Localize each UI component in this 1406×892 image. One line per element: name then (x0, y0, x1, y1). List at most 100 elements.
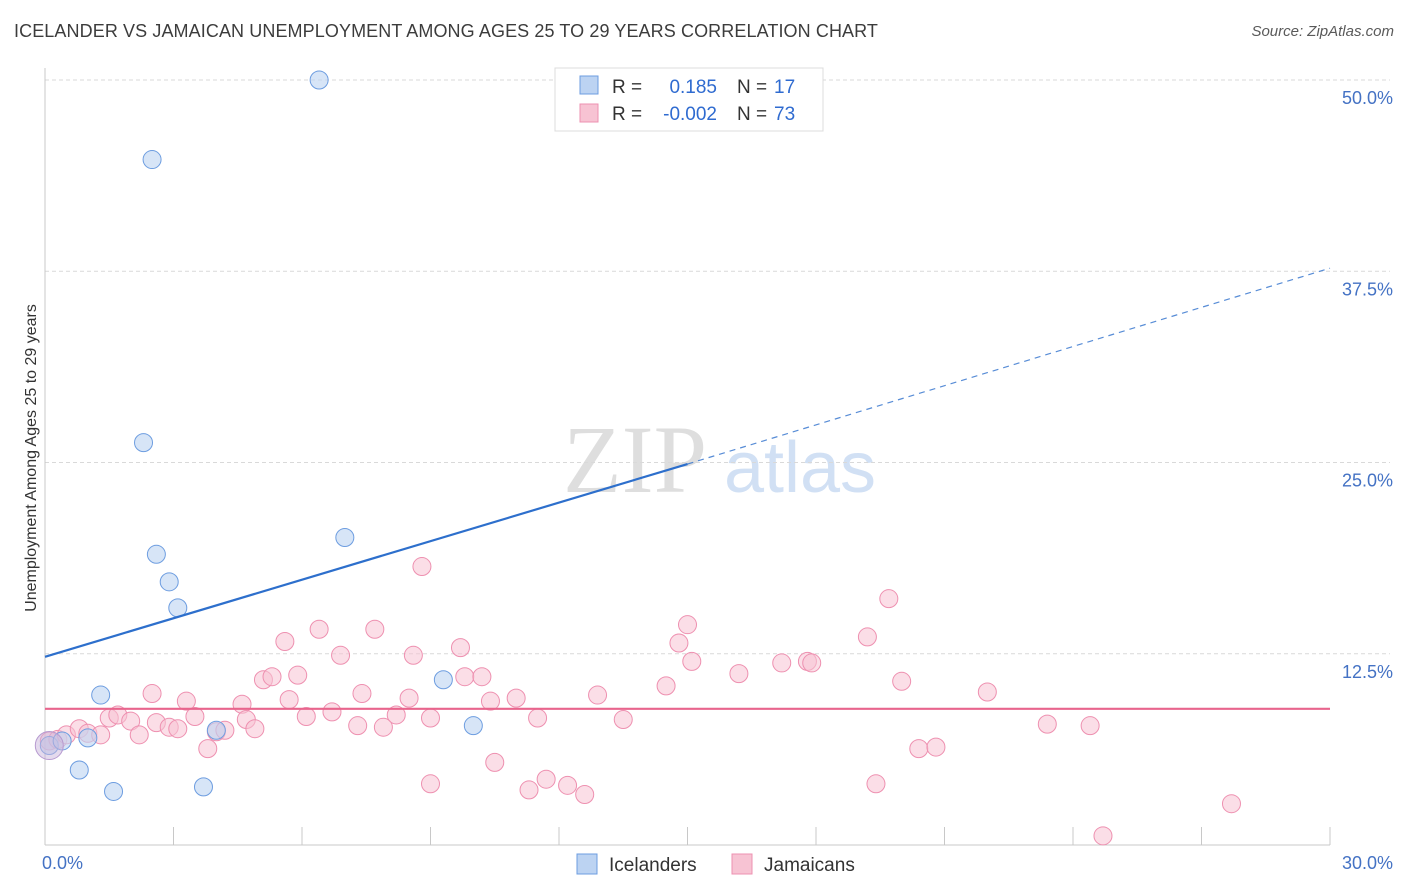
legend-r-label-icelanders: R = (612, 77, 642, 98)
bottom-legend-label-jamaicans: Jamaicans (764, 855, 855, 876)
jamaicans-point-47 (519, 780, 539, 800)
trend-lines (44, 267, 1331, 710)
jamaicans-point-53 (613, 710, 633, 730)
jamaicans-point-35 (386, 705, 406, 725)
legend-swatch-jamaicans (579, 103, 599, 123)
x-tick-label-1: 30.0% (1342, 853, 1393, 873)
jamaicans-point-61 (802, 653, 822, 673)
jamaicans-point-39 (421, 708, 440, 728)
jamaicans-point-32 (352, 684, 372, 704)
jamaicans-point-16 (198, 739, 218, 759)
jamaicans-point-14 (176, 691, 196, 711)
jamaicans-point-9 (129, 725, 149, 745)
jamaicans-point-62 (857, 627, 877, 647)
top-legend-box (554, 67, 824, 132)
legend-r-value-jamaicans: -0.002 (663, 104, 717, 125)
jamaicans-point-69 (1037, 714, 1057, 734)
icelanders-point-15 (433, 670, 453, 690)
jamaicans-point-70 (1080, 716, 1100, 736)
icelanders-point-6 (134, 433, 154, 453)
jamaicans-point-67 (926, 737, 946, 757)
gridlines (45, 79, 1390, 655)
jamaicans-point-37 (403, 645, 423, 665)
jamaicans-point-46 (506, 688, 526, 708)
jamaicans-point-55 (669, 633, 689, 653)
jamaicans-point-71 (1093, 826, 1113, 846)
legend-swatch-icelanders (579, 75, 599, 95)
jamaicans-point-13 (168, 719, 188, 739)
jamaicans-point-45 (485, 752, 505, 772)
jamaicans-point-66 (909, 739, 929, 759)
jamaicans-point-59 (772, 653, 792, 673)
jamaicans-point-10 (142, 684, 162, 704)
legend-n-value-jamaicans: 73 (774, 104, 795, 125)
icelanders-points (34, 70, 483, 801)
jamaicans-point-52 (588, 685, 608, 705)
icelanders-point-8 (146, 544, 166, 564)
jamaicans-points (39, 557, 1241, 846)
icelanders-trend-line (44, 462, 688, 658)
axes (44, 68, 1331, 846)
bottom-legend-label-icelanders: Icelanders (609, 855, 697, 876)
chart-title: ICELANDER VS JAMAICAN UNEMPLOYMENT AMONG… (14, 21, 879, 41)
icelanders-point-14 (335, 527, 355, 547)
y-tick-label-0: 12.5% (1342, 662, 1393, 682)
watermark: ZIP atlas (563, 406, 876, 513)
jamaicans-point-42 (455, 667, 475, 687)
watermark-zip: ZIP (563, 406, 707, 513)
y-axis-label: Unemployment Among Ages 25 to 29 years (23, 304, 40, 612)
icelanders-point-2 (69, 760, 89, 780)
jamaicans-point-24 (275, 632, 295, 652)
icelanders-point-16 (463, 716, 483, 736)
legend-n-label-icelanders: N = (737, 77, 767, 98)
overlap-point (34, 731, 64, 761)
y-tick-label-2: 37.5% (1342, 279, 1393, 299)
jamaicans-point-36 (399, 688, 419, 708)
jamaicans-point-28 (309, 619, 329, 639)
icelanders-point-12 (206, 720, 226, 740)
jamaicans-point-51 (575, 785, 595, 805)
legend-n-value-icelanders: 17 (774, 77, 795, 98)
bottom-legend-swatch-icelanders (576, 853, 598, 875)
icelanders-trend-extension (687, 267, 1331, 465)
tick-labels: 12.5% 25.0% 37.5% 50.0% 0.0% 30.0% (42, 88, 1393, 873)
jamaicans-point-54 (656, 676, 676, 696)
jamaicans-point-26 (288, 665, 308, 685)
jamaicans-point-21 (245, 719, 265, 739)
jamaicans-point-58 (729, 664, 749, 684)
jamaicans-point-27 (296, 706, 316, 726)
jamaicans-point-25 (279, 690, 299, 710)
jamaicans-point-8 (121, 711, 141, 731)
jamaicans-point-34 (373, 717, 393, 737)
jamaicans-point-68 (977, 682, 997, 702)
jamaicans-point-43 (472, 667, 492, 687)
jamaicans-point-50 (558, 775, 578, 795)
jamaicans-point-15 (185, 706, 205, 726)
jamaicans-point-72 (1221, 794, 1241, 814)
icelanders-point-3 (78, 728, 98, 748)
jamaicans-point-44 (480, 691, 500, 711)
jamaicans-point-23 (262, 667, 282, 687)
x-tick-label-0: 0.0% (42, 853, 83, 873)
chart-source: Source: ZipAtlas.com (1251, 23, 1394, 40)
jamaicans-point-56 (678, 615, 697, 635)
top-legend: R = 0.185 N = 17 R = -0.002 N = 73 (554, 67, 824, 132)
icelanders-point-5 (104, 781, 124, 801)
watermark-atlas: atlas (724, 428, 876, 508)
jamaicans-point-31 (348, 716, 368, 736)
legend-r-label-jamaicans: R = (612, 104, 642, 125)
jamaicans-point-30 (331, 645, 351, 665)
icelanders-point-4 (91, 685, 111, 705)
icelanders-point-7 (142, 150, 162, 170)
jamaicans-point-40 (421, 774, 440, 794)
icelanders-point-13 (309, 70, 329, 90)
jamaicans-point-64 (879, 589, 899, 609)
y-tick-label-3: 50.0% (1342, 88, 1393, 108)
bottom-legend-swatch-jamaicans (731, 853, 753, 875)
jamaicans-point-49 (536, 769, 556, 789)
icelanders-point-9 (159, 572, 179, 592)
legend-n-label-jamaicans: N = (737, 104, 767, 125)
jamaicans-point-63 (866, 774, 886, 794)
jamaicans-point-29 (322, 702, 342, 722)
